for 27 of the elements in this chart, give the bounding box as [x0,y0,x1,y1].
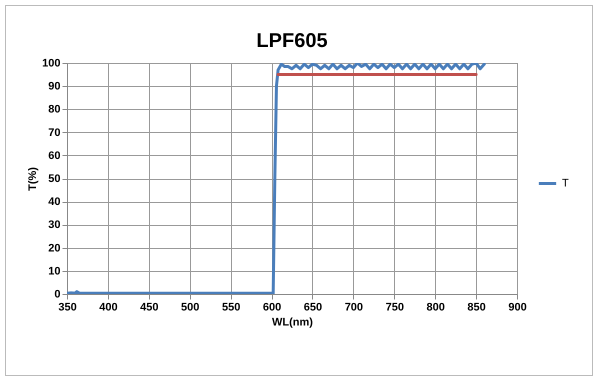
y-tick-label: 20 [48,242,60,254]
x-axis-title: WL(nm) [272,316,314,328]
x-tick-label: 900 [508,302,527,314]
chart-title: LPF605 [256,30,328,52]
y-axis-title: T(%) [27,166,40,191]
x-tick-label: 550 [222,302,240,314]
x-tick-label: 350 [58,302,77,314]
x-tick-label: 750 [386,302,404,314]
x-tick-label: 400 [99,302,118,314]
y-tick-label: 100 [42,58,60,70]
y-tick-label: 0 [54,288,60,300]
x-tick-label: 700 [344,302,364,314]
y-tick-label: 10 [48,265,60,278]
y-tick-label: 70 [48,126,60,139]
x-tick-label: 600 [262,302,282,314]
legend-label: T [562,178,569,190]
x-tick-label: 800 [426,302,445,314]
y-tick-label: 90 [48,80,60,93]
x-tick-label: 450 [140,302,158,314]
y-tick-label: 30 [48,219,60,232]
y-tick-label: 60 [48,150,60,162]
y-tick-label: 50 [48,173,60,185]
x-tick-label: 850 [467,302,486,314]
y-tick-label: 40 [48,196,60,208]
y-tick-label: 80 [48,104,60,116]
x-tick-label: 500 [181,302,200,314]
x-tick-label: 650 [304,302,322,314]
